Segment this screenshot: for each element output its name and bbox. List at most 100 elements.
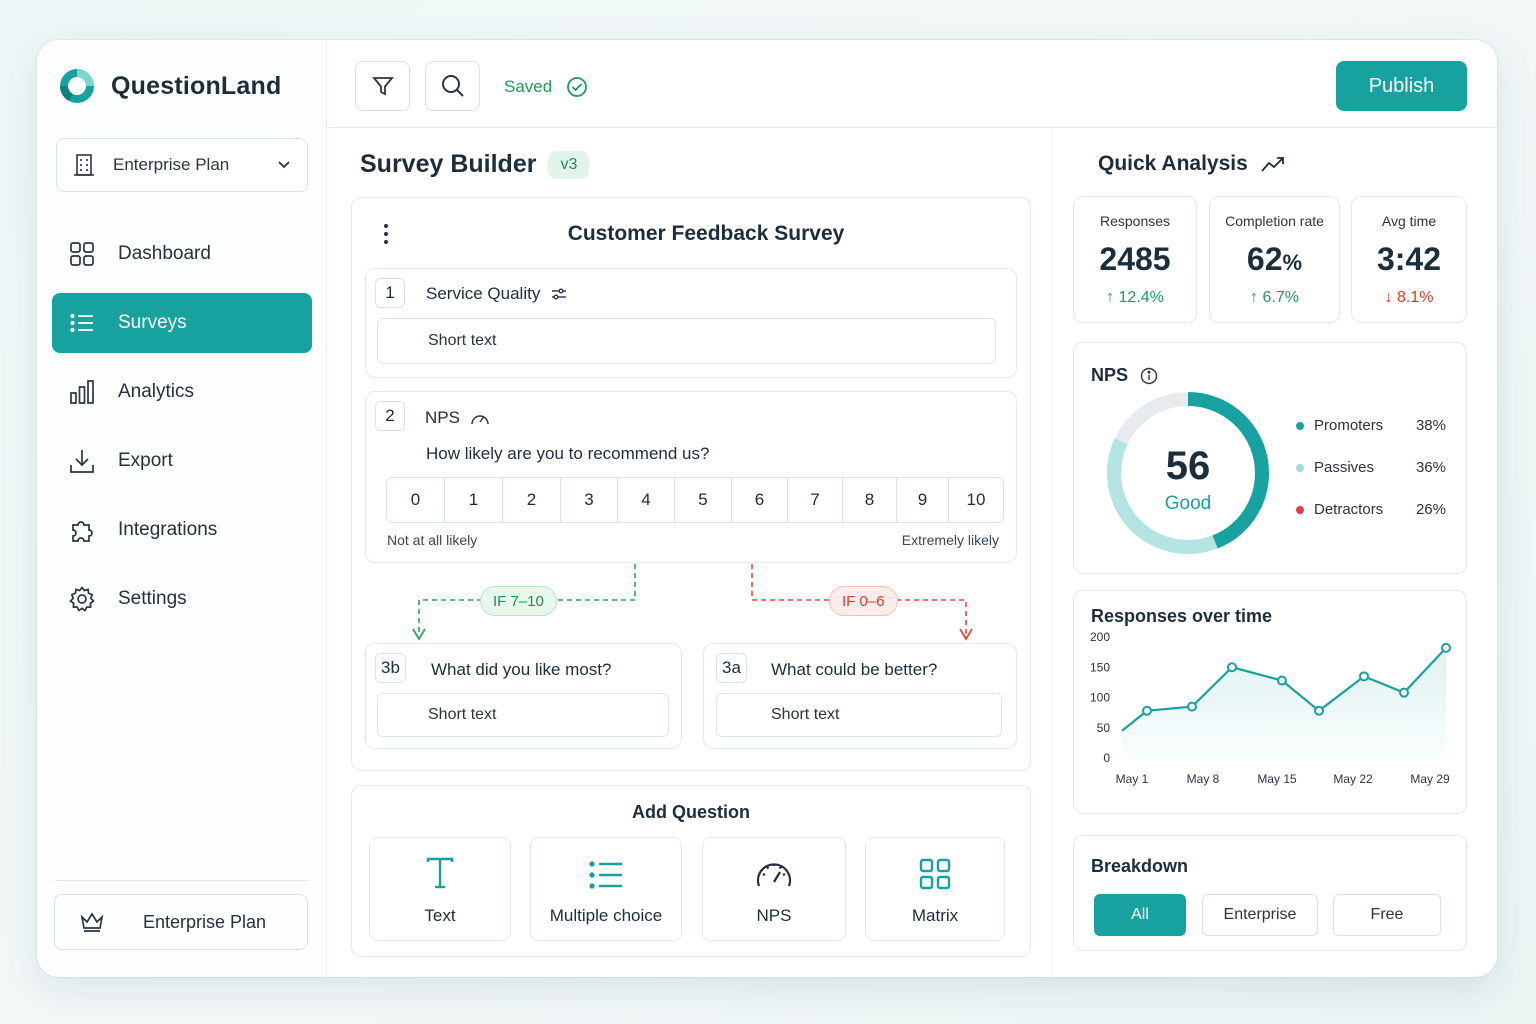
question-label: Service Quality (426, 284, 568, 304)
arrow-up-icon: ↑ (1250, 289, 1263, 306)
nps-option[interactable]: 2 (503, 478, 561, 522)
chart-title: Responses over time (1091, 606, 1273, 626)
question-label-text: Service Quality (426, 284, 541, 303)
sidebar-item-surveys[interactable]: Surveys (52, 293, 312, 353)
sidebar-item-label: Dashboard (118, 243, 211, 264)
brand[interactable]: QuestionLand (59, 68, 281, 104)
add-text-question-button[interactable]: Text (369, 837, 511, 941)
arrow-up-icon: ↑ (1106, 289, 1119, 306)
quick-analysis-header: Quick Analysis (1098, 152, 1286, 176)
series-area (1122, 647, 1446, 758)
nps-option[interactable]: 1 (445, 478, 503, 522)
condition-pill-detractors[interactable]: IF 0–6 (829, 586, 898, 616)
sidebar-item-label: Export (118, 450, 173, 471)
filter-button[interactable] (355, 61, 410, 111)
plan-select[interactable]: Enterprise Plan (56, 138, 308, 192)
stat-value: 62% (1210, 241, 1339, 278)
question-card-3a[interactable]: 3a What could be better? Short text (703, 643, 1017, 749)
legend-pct: 26% (1415, 501, 1446, 518)
gauge-icon (756, 863, 792, 887)
add-question-title: Add Question (632, 802, 750, 822)
sidebar-item-analytics[interactable]: Analytics (52, 362, 312, 422)
nps-option[interactable]: 3 (561, 478, 618, 522)
sidebar-footer-plan[interactable]: Enterprise Plan (54, 894, 308, 950)
scale-high-caption: Extremely likely (901, 532, 999, 548)
breakdown-option-all[interactable]: All (1094, 894, 1186, 936)
add-question-card: Add Question Text Multiple choice NPS Ma… (351, 785, 1031, 957)
question-card-1[interactable]: 1 Service Quality Short text (365, 268, 1017, 378)
option-label: Matrix (911, 906, 959, 925)
nps-ring-chart: 56 Good (1107, 392, 1269, 554)
y-tick-label: 50 (1097, 721, 1111, 735)
nps-option[interactable]: 7 (788, 478, 843, 522)
sidebar: QuestionLand Enterprise Plan Dashboard S… (37, 40, 327, 977)
nps-ring-promoters (1107, 392, 1269, 554)
stat-card-responses: Responses 2485 ↑ 12.4% (1073, 196, 1197, 323)
short-text-input[interactable]: Short text (716, 693, 1002, 737)
sidebar-item-dashboard[interactable]: Dashboard (52, 224, 312, 284)
quick-analysis-title: Quick Analysis (1098, 152, 1248, 175)
survey-title: Customer Feedback Survey (567, 222, 845, 245)
option-label: NPS (756, 906, 792, 925)
legend-pct: 38% (1415, 417, 1446, 434)
option-label: Multiple choice (549, 906, 663, 925)
nps-option[interactable]: 9 (897, 478, 949, 522)
question-label: What could be better? (771, 660, 938, 679)
question-card-2[interactable]: 2 NPS How likely are you to recommend us… (365, 391, 1017, 563)
nps-option[interactable]: 0 (387, 478, 445, 522)
nps-option[interactable]: 4 (618, 478, 675, 522)
x-tick-label: May 15 (1257, 772, 1297, 786)
saved-label: Saved (504, 77, 553, 96)
stat-label: Responses (1099, 213, 1171, 229)
nps-card: NPS 56 Good Promoters 38% Passives 36% D… (1073, 342, 1467, 574)
list-icon (589, 861, 622, 889)
condition-pill-promoters[interactable]: IF 7–10 (480, 586, 557, 616)
data-point (1142, 705, 1152, 716)
publish-button[interactable]: Publish (1336, 61, 1467, 111)
add-multiple-choice-button[interactable]: Multiple choice (530, 837, 682, 941)
puzzle-icon (72, 521, 93, 542)
sidebar-item-integrations[interactable]: Integrations (52, 500, 312, 560)
breakdown-option-enterprise[interactable]: Enterprise (1202, 894, 1318, 936)
stat-card-completion: Completion rate 62% ↑ 6.7% (1209, 196, 1340, 323)
legend-pct: 36% (1415, 459, 1446, 476)
short-text-input[interactable]: Short text (377, 693, 669, 737)
bar-chart-icon (70, 380, 94, 404)
sliders-icon[interactable] (550, 287, 568, 301)
nps-option[interactable]: 6 (732, 478, 788, 522)
nps-option[interactable]: 10 (966, 490, 986, 509)
info-icon[interactable] (1140, 367, 1158, 385)
chevron-down-icon (278, 161, 290, 169)
panel-divider (1052, 128, 1053, 977)
legend-passives: Passives 36% (1296, 459, 1446, 476)
question-number: 3b (375, 653, 406, 683)
breakdown-option-free[interactable]: Free (1333, 894, 1441, 936)
legend-detractors: Detractors 26% (1296, 501, 1446, 518)
nps-option[interactable]: 5 (675, 478, 732, 522)
legend-label: Passives (1314, 459, 1375, 476)
nps-option[interactable]: 8 (843, 478, 897, 522)
search-button[interactable] (425, 61, 480, 111)
x-tick-label: May 8 (1187, 772, 1220, 786)
stat-value-number: 2485 (1099, 241, 1171, 277)
short-text-input[interactable]: Short text (377, 318, 996, 364)
add-nps-question-button[interactable]: NPS (702, 837, 846, 941)
sidebar-item-export[interactable]: Export (52, 431, 312, 491)
data-point (1441, 642, 1451, 653)
plan-select-label: Enterprise Plan (113, 155, 230, 174)
question-card-3b[interactable]: 3b What did you like most? Short text (365, 643, 682, 749)
sidebar-item-label: Surveys (118, 312, 187, 333)
more-vertical-icon[interactable] (382, 222, 390, 246)
building-icon (74, 154, 94, 176)
stat-delta-value: 12.4% (1118, 289, 1164, 306)
stat-value-number: 62 (1246, 241, 1283, 277)
responses-chart-card: Responses over time 0 50 100 150 200 May 1 May… (1073, 590, 1467, 814)
stat-label: Avg time (1381, 213, 1437, 229)
nps-scale: 0 1 2 3 4 5 6 7 8 9 10 (386, 477, 1004, 523)
footer-plan-label: Enterprise Plan (143, 911, 267, 932)
sidebar-item-settings[interactable]: Settings (52, 569, 312, 629)
add-matrix-question-button[interactable]: Matrix (865, 837, 1005, 941)
gear-icon (69, 586, 95, 612)
x-tick-label: May 1 (1116, 772, 1149, 786)
list-icon (70, 313, 93, 333)
